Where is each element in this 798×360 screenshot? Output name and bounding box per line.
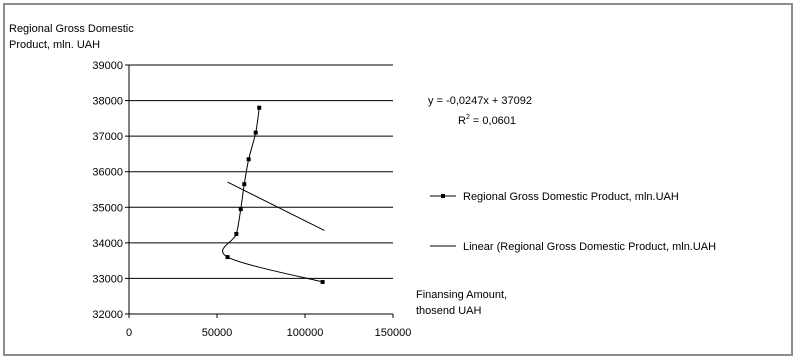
- legend: Regional Gross Domestic Product, mln.UAH…: [430, 191, 716, 253]
- x-axis-title: Finansing Amount, thosend UAH: [416, 289, 507, 317]
- y-tick-labels: 32000 33000 34000 35000 36000 37000 38000 39000: [92, 60, 123, 321]
- data-point: [253, 130, 258, 135]
- r-squared-value: = 0,0601: [470, 115, 516, 127]
- y-axis-title-line-1: Regional Gross Domestic: [9, 23, 134, 35]
- x-tick-label: 50000: [202, 327, 233, 339]
- r-squared-superscript: 2: [466, 114, 470, 121]
- legend-item-trendline: Linear (Regional Gross Domestic Product,…: [430, 241, 716, 253]
- x-axis-title-line-1: Finansing Amount,: [416, 289, 507, 301]
- x-tick-label: 100000: [287, 327, 324, 339]
- data-point: [320, 279, 325, 284]
- x-tick-labels: 0 50000 100000 150000: [126, 327, 411, 339]
- y-tick-label: 33000: [92, 273, 123, 285]
- y-axis-title-line-2: Product, mln. UAH: [9, 39, 100, 51]
- data-point: [238, 207, 243, 212]
- y-tick-label: 36000: [92, 167, 123, 179]
- x-axis-title-line-2: thosend UAH: [416, 305, 481, 317]
- series-layer: [222, 105, 325, 284]
- r-squared-label: R: [458, 115, 466, 127]
- y-tick-label: 32000: [92, 309, 123, 321]
- legend-trendline-label: Linear (Regional Gross Domestic Product,…: [463, 241, 716, 253]
- x-tick-label: 0: [126, 327, 132, 339]
- data-point: [234, 231, 239, 236]
- data-point: [246, 157, 251, 162]
- axes: [125, 64, 394, 318]
- equation-text: y = -0,0247x + 37092: [428, 95, 532, 107]
- gridlines: [129, 64, 393, 315]
- trendline: [227, 181, 325, 231]
- trendline-equation: y = -0,0247x + 37092 R2 = 0,0601: [428, 95, 532, 127]
- data-point: [242, 182, 247, 187]
- y-tick-label: 39000: [92, 60, 123, 72]
- legend-series-marker: [441, 194, 445, 198]
- legend-series-label: Regional Gross Domestic Product, mln.UAH: [463, 191, 679, 203]
- y-tick-label: 37000: [92, 131, 123, 143]
- y-tick-label: 34000: [92, 238, 123, 250]
- data-point: [225, 255, 230, 260]
- y-axis-title: Regional Gross Domestic Product, mln. UA…: [9, 23, 134, 51]
- y-tick-label: 38000: [92, 96, 123, 108]
- trendline-layer: [227, 181, 325, 231]
- legend-item-series: Regional Gross Domestic Product, mln.UAH: [430, 191, 679, 203]
- data-point: [257, 105, 262, 110]
- series-line: [222, 107, 323, 283]
- r-squared-text: R2 = 0,0601: [458, 114, 516, 127]
- x-tick-label: 150000: [375, 327, 412, 339]
- chart-frame: [3, 3, 793, 356]
- y-tick-label: 35000: [92, 202, 123, 214]
